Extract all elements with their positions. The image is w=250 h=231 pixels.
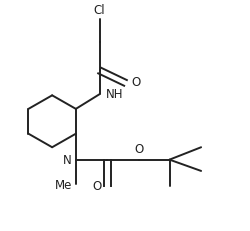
Text: Cl: Cl (93, 4, 105, 17)
Text: O: O (130, 76, 140, 89)
Text: O: O (92, 179, 102, 192)
Text: Me: Me (54, 178, 72, 191)
Text: NH: NH (106, 88, 123, 101)
Text: O: O (134, 142, 143, 155)
Text: N: N (63, 153, 72, 166)
